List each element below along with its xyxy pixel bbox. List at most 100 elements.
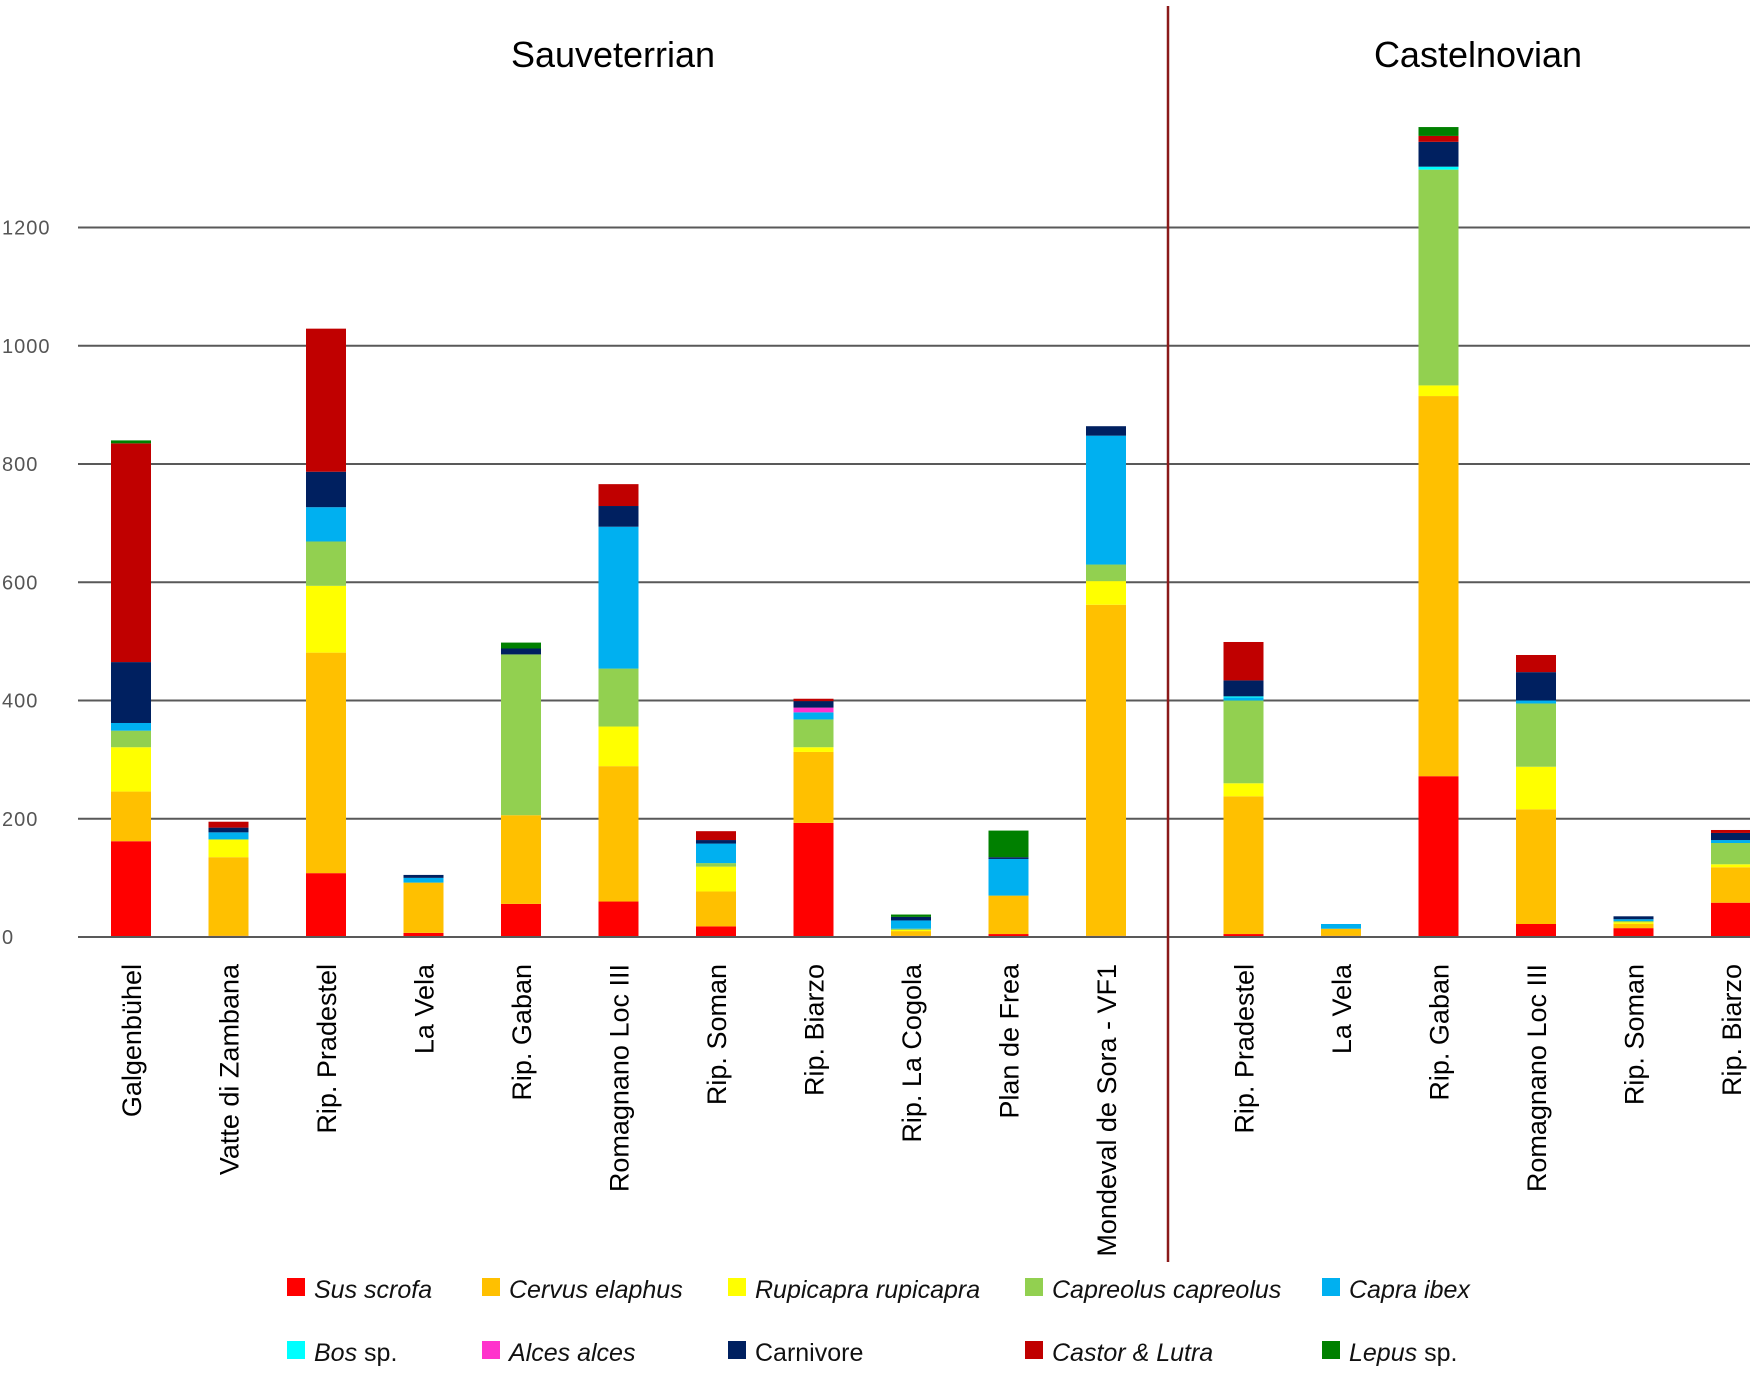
legend-swatch-lepus-sp: [1322, 1341, 1340, 1359]
x-tick-label-5: Rip. Gaban: [507, 964, 537, 1101]
bar-segment-sus-scrofa-7: [696, 926, 736, 937]
bar-segment-cervus-elaphus-8: [793, 751, 834, 823]
gridlines: [78, 226, 1750, 820]
bar-segment-carnivore-4: [403, 874, 444, 878]
legend-swatch-rupicapra-rupicapra: [728, 1278, 746, 1296]
y-tick-labels: 0 200 400 600 800 1000 1200: [2, 218, 51, 949]
bar-segment-cervus-elaphus-11: [1086, 604, 1126, 936]
legend-label-lepus-sp: Lepus sp.: [1349, 1339, 1457, 1367]
bar-segment-sus-scrofa-16: [1613, 928, 1654, 937]
bar-segment-cervus-elaphus-14: [1418, 396, 1459, 777]
y-tick-label-800: 800: [2, 454, 38, 476]
x-tick-label-17: Rip. Biarzo: [1717, 964, 1747, 1096]
legend-swatch-capreolus-capreolus: [1025, 1278, 1043, 1296]
y-tick-label-0: 0: [2, 927, 14, 949]
bar-segment-sus-scrofa-17: [1711, 902, 1750, 937]
bar-segment-carnivore-12: [1223, 680, 1264, 697]
bar-segment-carnivore-17: [1711, 832, 1750, 841]
bar-segment-castor-and-lutra-2: [208, 821, 249, 828]
x-tick-label-10: Plan de Frea: [995, 963, 1025, 1119]
period-titles: Sauveterrian Castelnovian: [511, 34, 1582, 75]
x-tick-label-14: Rip. Gaban: [1425, 964, 1455, 1101]
bar-segment-cervus-elaphus-6: [598, 766, 639, 902]
bar-segment-carnivore-8: [793, 701, 834, 708]
bar-segment-bos-sp-12: [1223, 696, 1264, 698]
bar-segment-capreolus-capreolus-12: [1223, 700, 1264, 784]
x-tick-label-15: Romagnano Loc III: [1522, 964, 1552, 1192]
legend: Sus scrofa Cervus elaphus Rupicapra rupica…: [287, 1276, 1471, 1367]
bar-segment-capreolus-capreolus-15: [1516, 703, 1556, 767]
bar-segment-capra-ibex-1: [111, 722, 151, 731]
bar-segment-capreolus-capreolus-17: [1711, 842, 1750, 865]
bar-segment-castor-and-lutra-17: [1711, 829, 1750, 833]
legend-swatch-carnivore: [728, 1341, 746, 1359]
x-tick-label-4: La Vela: [410, 963, 440, 1054]
bar-segment-capra-ibex-10: [988, 858, 1029, 896]
legend-label-capreolus-capreolus: Capreolus capreolus: [1052, 1276, 1281, 1304]
bar-segment-castor-and-lutra-15: [1516, 654, 1556, 673]
bar-segment-rupicapra-rupicapra-1: [111, 747, 151, 792]
bar-segment-capreolus-capreolus-3: [306, 541, 346, 586]
bar-segment-sus-scrofa-3: [306, 873, 346, 937]
bar-segment-lepus-sp-5: [501, 642, 541, 649]
legend-label-carnivore: Carnivore: [755, 1339, 863, 1367]
bar-segment-lepus-sp-9: [891, 914, 931, 917]
legend-swatch-bos-sp: [287, 1341, 305, 1359]
bar-segment-castor-and-lutra-8: [793, 698, 834, 702]
bar-segment-cervus-elaphus-7: [696, 891, 736, 927]
x-tick-label-13: La Vela: [1327, 963, 1357, 1054]
bar-segment-castor-and-lutra-6: [598, 484, 639, 507]
legend-label-capra-ibex: Capra ibex: [1349, 1276, 1471, 1304]
bar-segment-carnivore-5: [501, 648, 541, 655]
x-tick-label-11: Mondeval de Sora - VF1: [1092, 964, 1122, 1257]
y-tick-label-1000: 1000: [2, 336, 51, 358]
legend-swatch-castor-and-lutra: [1025, 1341, 1043, 1359]
legend-swatch-sus-scrofa: [287, 1278, 305, 1296]
bar-segment-carnivore-9: [891, 916, 931, 921]
bar-segment-capra-ibex-6: [598, 526, 639, 669]
bar-segment-sus-scrofa-14: [1418, 776, 1459, 937]
x-tick-label-1: Galgenbühel: [117, 964, 147, 1117]
bar-segment-sus-scrofa-5: [501, 903, 541, 937]
bar-segment-cervus-elaphus-2: [208, 857, 249, 936]
bar-segment-capreolus-capreolus-14: [1418, 169, 1459, 386]
bar-segment-rupicapra-rupicapra-14: [1418, 385, 1459, 397]
x-tick-label-16: Rip. Soman: [1620, 964, 1650, 1105]
bar-segment-rupicapra-rupicapra-6: [598, 726, 639, 767]
bar-segment-rupicapra-rupicapra-2: [208, 839, 249, 858]
x-tick-label-2: Vatte di Zambana: [215, 963, 245, 1175]
bar-segment-cervus-elaphus-17: [1711, 867, 1750, 903]
x-tick-labels: Galgenbühel Vatte di Zambana Rip. Pradeste…: [117, 963, 1747, 1257]
bar-segment-castor-and-lutra-14: [1418, 135, 1459, 142]
bar-segment-capra-ibex-17: [1711, 840, 1750, 843]
bar-segment-carnivore-1: [111, 662, 151, 723]
bar-segment-cervus-elaphus-13: [1321, 928, 1361, 936]
legend-label-sus-scrofa: Sus scrofa: [314, 1276, 432, 1304]
period-title-sauveterrian: Sauveterrian: [511, 34, 715, 75]
bar-segment-capreolus-capreolus-1: [111, 730, 151, 748]
bar-segment-carnivore-11: [1086, 426, 1126, 436]
period-title-castelnovian: Castelnovian: [1374, 34, 1582, 75]
bar-segment-capra-ibex-9: [891, 920, 931, 929]
legend-label-rupicapra-rupicapra: Rupicapra rupicapra: [755, 1276, 980, 1304]
bar-segment-lepus-sp-1: [111, 440, 151, 444]
bar-segment-cervus-elaphus-12: [1223, 796, 1264, 935]
bar-segment-cervus-elaphus-10: [988, 895, 1029, 935]
bar-segment-bos-sp-14: [1418, 166, 1459, 170]
legend-label-bos-sp: Bos sp.: [314, 1339, 397, 1367]
bar-segment-rupicapra-rupicapra-8: [793, 747, 834, 752]
legend-swatch-alces-alces: [482, 1341, 500, 1359]
bar-segment-capreolus-capreolus-6: [598, 668, 639, 727]
bar-segment-capra-ibex-13: [1321, 923, 1361, 929]
bar-segment-sus-scrofa-1: [111, 841, 151, 937]
bar-segment-sus-scrofa-4: [403, 932, 444, 937]
bar-segment-carnivore-16: [1613, 916, 1654, 920]
bar-segment-capreolus-capreolus-11: [1086, 564, 1126, 582]
bar-segment-lepus-sp-14: [1418, 127, 1459, 136]
bar-segment-carnivore-14: [1418, 141, 1459, 167]
legend-label-castor-and-lutra: Castor & Lutra: [1052, 1339, 1213, 1367]
bar-segment-capra-ibex-15: [1516, 700, 1556, 704]
bar-segment-cervus-elaphus-9: [891, 931, 931, 936]
